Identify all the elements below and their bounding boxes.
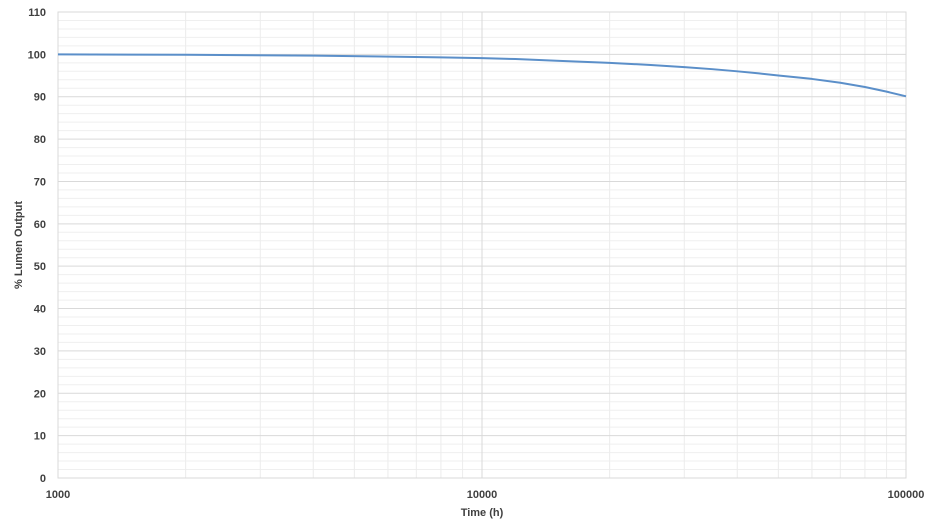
y-tick-label: 100 xyxy=(28,49,46,61)
y-tick-label: 0 xyxy=(40,473,46,485)
x-axis-title: Time (h) xyxy=(461,507,504,519)
series-layer xyxy=(57,53,907,98)
y-tick-label: 90 xyxy=(34,92,46,104)
x-tick-label: 10000 xyxy=(467,489,498,501)
y-tick-label: 70 xyxy=(34,176,46,188)
y-tick-label: 30 xyxy=(34,346,46,358)
series-line-1 xyxy=(57,53,907,98)
x-tick-label: 100000 xyxy=(888,489,925,501)
y-tick-label: 20 xyxy=(34,388,46,400)
y-axis-title: % Lumen Output xyxy=(13,201,25,289)
y-tick-label: 50 xyxy=(34,261,46,273)
y-axis-tick-labels: 0 10 20 30 40 50 60 70 80 90 100 110 xyxy=(28,7,46,485)
x-axis-tick-labels: 1000 10000 100000 xyxy=(46,489,925,501)
y-tick-label: 40 xyxy=(34,304,46,316)
x-tick-label: 1000 xyxy=(46,489,70,501)
y-tick-label: 60 xyxy=(34,219,46,231)
y-tick-label: 10 xyxy=(34,431,46,443)
y-tick-label: 110 xyxy=(28,7,46,19)
y-tick-label: 80 xyxy=(34,134,46,146)
plot-area-frame xyxy=(57,11,907,479)
